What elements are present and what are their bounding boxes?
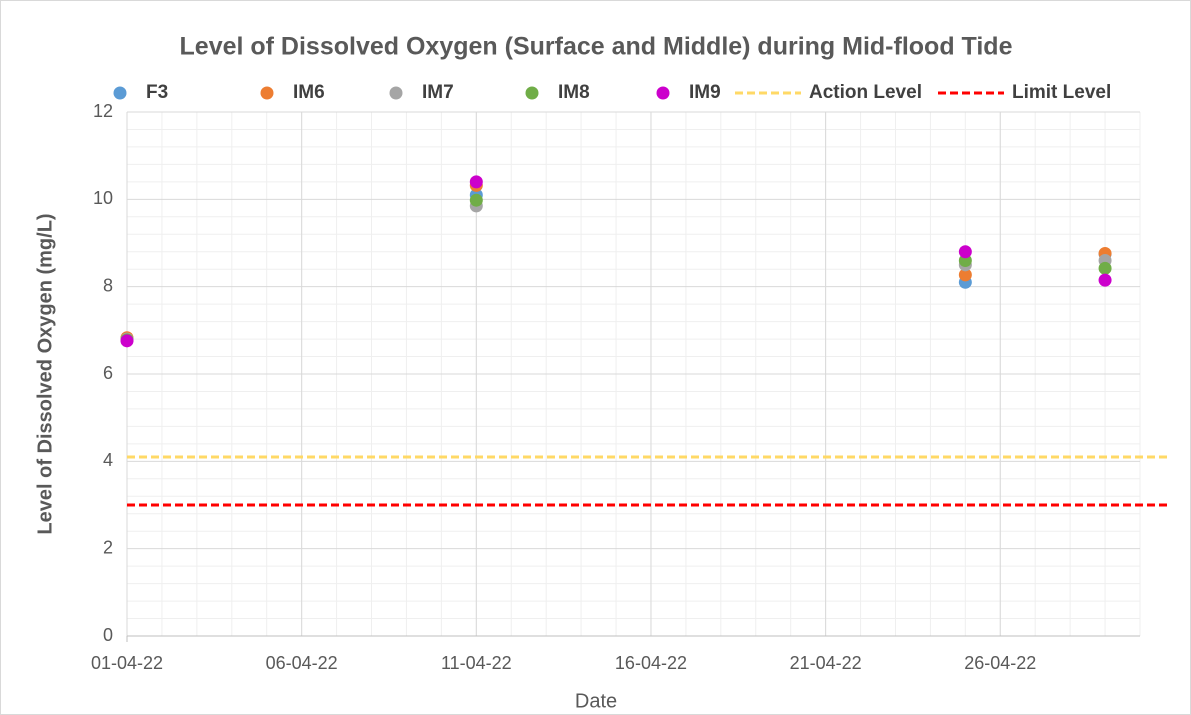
- x-tick-label: 01-04-22: [91, 653, 163, 673]
- legend-label: Limit Level: [1012, 82, 1111, 103]
- y-tick-label: 4: [103, 450, 113, 470]
- data-point: [120, 334, 134, 348]
- legend-marker: [525, 86, 539, 100]
- y-tick-label: 6: [103, 363, 113, 383]
- data-point: [469, 175, 483, 189]
- data-point: [958, 245, 972, 259]
- legend-marker: [389, 86, 403, 100]
- y-tick-label: 8: [103, 275, 113, 295]
- legend-label: IM6: [293, 82, 325, 103]
- y-tick-label: 0: [103, 625, 113, 645]
- chart-title: Level of Dissolved Oxygen (Surface and M…: [180, 33, 1013, 61]
- x-tick-label: 21-04-22: [790, 653, 862, 673]
- x-axis-label: Date: [575, 690, 617, 712]
- data-point: [469, 193, 483, 207]
- legend-marker: [113, 86, 127, 100]
- legend-label: IM7: [422, 82, 454, 103]
- x-tick-label: 06-04-22: [266, 653, 338, 673]
- data-point: [1098, 273, 1112, 287]
- y-tick-label: 10: [93, 188, 113, 208]
- data-point: [1098, 261, 1112, 275]
- x-tick-label: 11-04-22: [441, 653, 512, 673]
- legend-label: IM9: [689, 82, 721, 103]
- legend-label: IM8: [558, 82, 590, 103]
- legend-marker: [260, 86, 274, 100]
- x-tick-label: 16-04-22: [615, 653, 687, 673]
- legend-marker: [656, 86, 670, 100]
- y-tick-label: 12: [93, 101, 113, 121]
- data-point: [958, 268, 972, 282]
- legend-label: F3: [146, 82, 168, 103]
- y-tick-label: 2: [103, 537, 113, 557]
- y-axis-label: Level of Dissolved Oxygen (mg/L): [34, 213, 56, 534]
- legend-label: Action Level: [809, 82, 922, 103]
- x-tick-label: 26-04-22: [964, 653, 1036, 673]
